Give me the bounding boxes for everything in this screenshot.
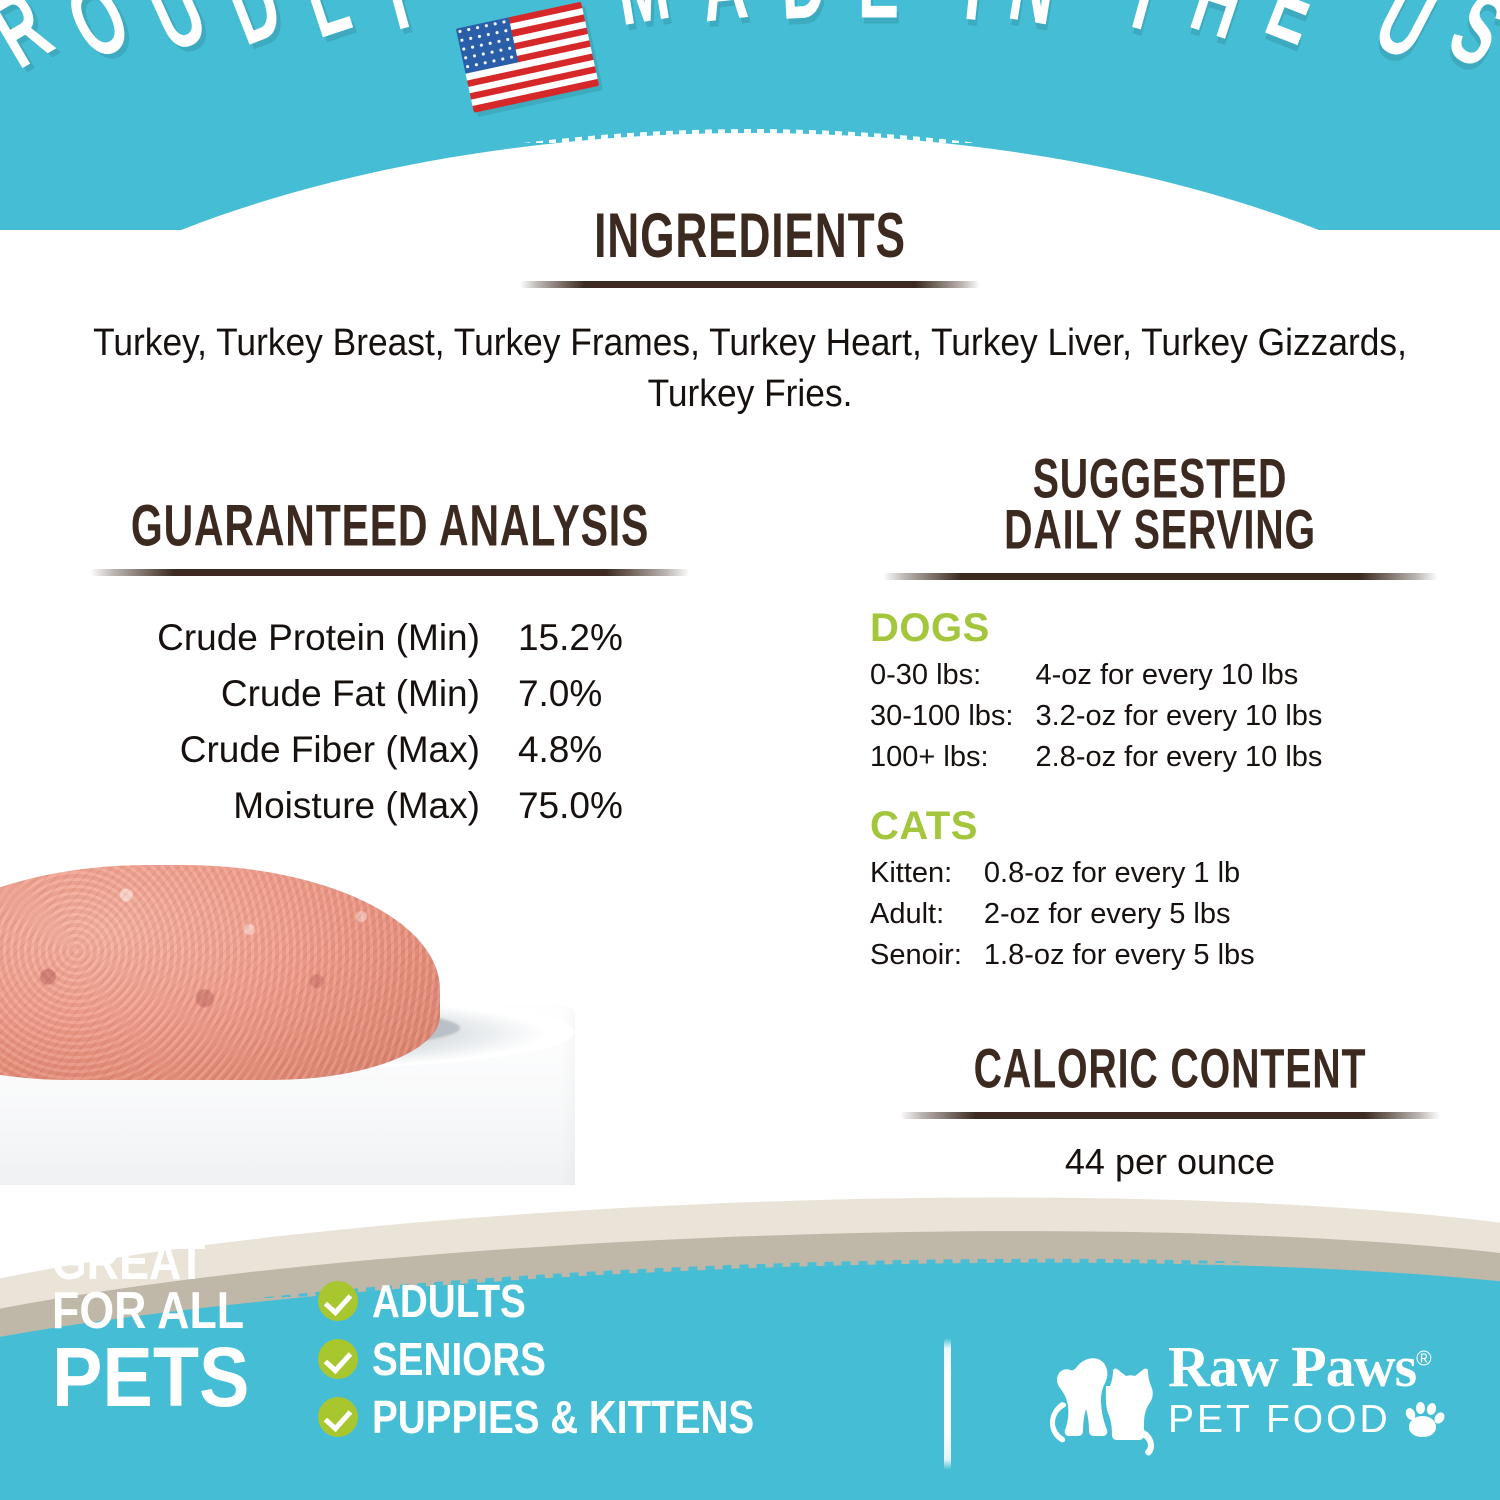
registered-trademark-icon: ® [1416,1347,1432,1371]
guaranteed-analysis-heading: GUARANTEED ANALYSIS [130,493,650,559]
serving-weight: 100+ lbs: [870,740,989,773]
analysis-value: 15.2% [517,617,623,658]
raw-meat-mound [0,865,440,1080]
serving-amount: 2.8-oz for every 10 lbs [1035,740,1323,773]
ingredients-section: INGREDIENTS Turkey, Turkey Breast, Turke… [0,203,1500,420]
caloric-content-section: CALORIC CONTENT 44 per ounce [880,1040,1460,1183]
brand-logo: Raw Paws® PET FOOD [1032,1332,1452,1472]
serving-amount: 1.8-oz for every 5 lbs [983,938,1255,971]
serving-weight: 0-30 lbs: [870,658,982,691]
serving-amount: 2-oz for every 5 lbs [983,897,1231,930]
ingredients-heading: INGREDIENTS [594,201,906,271]
serving-table-cats: Kitten: 0.8-oz for every 1 lb Adult: 2-oz f… [870,853,1255,976]
brand-tagline-row: PET FOOD [1168,1400,1458,1439]
guaranteed-analysis-table: Crude Protein (Min) 15.2% Crude Fat (Min) 7… [157,610,623,834]
serving-weight: Kitten: [870,856,953,889]
ingredients-body: Turkey, Turkey Breast, Turkey Frames, Tu… [93,322,1407,416]
brand-name: Raw Paws® [1168,1338,1432,1396]
check-icon [318,1339,358,1379]
brand-name-text: Raw Paws [1168,1334,1417,1399]
header-banner: PROUDLY MADEINTHEUSA [0,0,1500,230]
great-line-2: FOR ALL [52,1281,245,1340]
serving-row: 100+ lbs: 2.8-oz for every 10 lbs [870,737,1322,778]
check-icon [318,1397,358,1437]
brand-logo-text: Raw Paws® PET FOOD [1168,1338,1458,1439]
caloric-content-underline [900,1111,1440,1119]
serving-heading-line1: SUGGESTED [1032,448,1288,511]
serving-group-title-dogs: DOGS [870,605,990,650]
serving-row: Senoir: 1.8-oz for every 5 lbs [870,935,1255,976]
analysis-label: Moisture (Max) [233,785,480,826]
header-text-made-in-the-usa: MADEINTHEUSA [607,0,1500,90]
serving-group-title-cats: CATS [870,803,978,848]
header-text-proudly: PROUDLY [0,0,430,91]
product-photo [0,855,680,1185]
great-line-3: PETS [52,1329,250,1424]
us-flag-icon [455,1,599,113]
analysis-label: Crude Fiber (Max) [179,729,480,770]
analysis-label: Crude Fat (Min) [220,673,480,714]
checklist-label: PUPPIES & KITTENS [372,1391,755,1443]
analysis-value: 4.8% [517,729,603,770]
meat-texture [0,865,440,1080]
serving-table-dogs: 0-30 lbs: 4-oz for every 10 lbs 30-100 lbs… [870,655,1322,778]
analysis-label: Crude Protein (Min) [157,617,480,658]
checklist-item: SENIORS [318,1336,827,1382]
serving-row: Kitten: 0.8-oz for every 1 lb [870,853,1255,894]
analysis-row: Crude Fiber (Max) 4.8% [157,722,623,778]
caloric-content-heading: CALORIC CONTENT [973,1038,1367,1101]
great-for-all-pets-heading: GREAT FOR ALL PETS [52,1233,352,1424]
great-line-1: GREAT [52,1233,206,1291]
guaranteed-analysis-section: GUARANTEED ANALYSIS Crude Protein (Min) 1… [40,495,740,834]
caloric-content-value: 44 per ounce [1064,1140,1276,1182]
suggested-daily-serving-section: SUGGESTED DAILY SERVING DOGS 0-30 lbs: 4-… [860,450,1460,976]
brand-tagline: PET FOOD [1168,1398,1391,1441]
serving-amount: 3.2-oz for every 10 lbs [1035,699,1323,732]
analysis-value: 7.0% [517,673,603,714]
serving-row: 0-30 lbs: 4-oz for every 10 lbs [870,655,1322,696]
serving-weight: 30-100 lbs: [870,699,1014,732]
serving-heading-line2: DAILY SERVING [1004,499,1316,561]
check-icon [318,1281,358,1321]
serving-weight: Senoir: [870,938,962,971]
dog-and-cat-silhouette-icon [1050,1358,1154,1456]
checklist-item: ADULTS [318,1278,827,1324]
serving-row: Adult: 2-oz for every 5 lbs [870,894,1255,935]
analysis-row: Crude Fat (Min) 7.0% [157,666,623,722]
serving-amount: 4-oz for every 10 lbs [1035,658,1299,691]
analysis-row: Crude Protein (Min) 15.2% [157,610,623,666]
pet-type-checklist: ADULTS SENIORS PUPPIES & KITTENS [318,1278,827,1452]
serving-amount: 0.8-oz for every 1 lb [983,856,1241,889]
serving-underline [882,572,1438,580]
checklist-label: SENIORS [372,1333,546,1385]
guaranteed-analysis-underline [90,569,690,576]
paw-print-icon [1403,1401,1447,1439]
serving-row: 30-100 lbs: 3.2-oz for every 10 lbs [870,696,1322,737]
checklist-item: PUPPIES & KITTENS [318,1394,827,1440]
ingredients-underline [520,281,980,289]
footer-divider [944,1338,951,1470]
analysis-row: Moisture (Max) 75.0% [157,778,623,834]
serving-weight: Adult: [870,897,945,930]
analysis-value: 75.0% [517,785,623,826]
checklist-label: ADULTS [372,1275,526,1327]
